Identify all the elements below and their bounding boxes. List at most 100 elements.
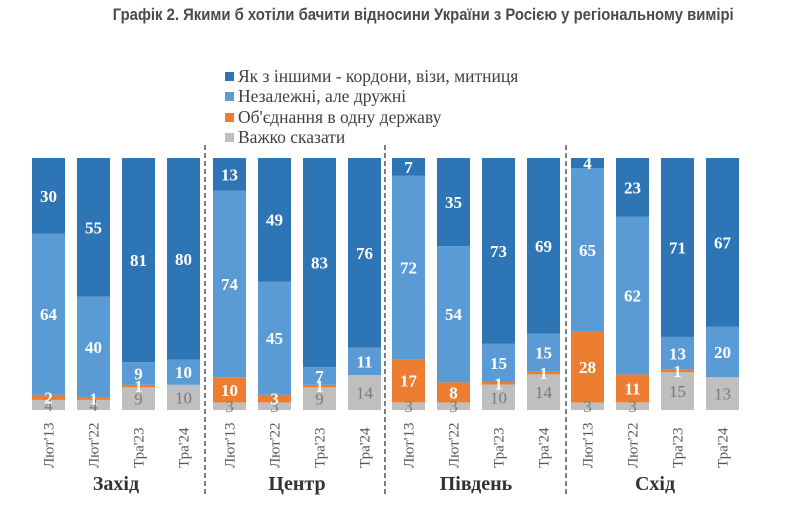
- data-label: 10: [175, 363, 192, 382]
- bar-segment: [616, 374, 649, 403]
- legend-marker-borders: [225, 71, 234, 81]
- data-label: 62: [624, 286, 641, 305]
- bar-segment: [122, 384, 155, 388]
- bar-segment: [213, 190, 246, 378]
- data-label: 69: [535, 237, 552, 256]
- data-label: 72: [400, 258, 417, 277]
- legend-item-unification: Об'єднання в одну державу: [225, 107, 518, 128]
- bar-segment: [661, 372, 694, 410]
- legend: Як з іншими - кордони, візи, митниця Нез…: [225, 66, 518, 148]
- bar-segment: [437, 402, 470, 410]
- legend-marker-friendly: [225, 92, 234, 102]
- data-label: 1: [134, 377, 143, 396]
- data-label: 3: [270, 390, 279, 409]
- bar-segment: [527, 371, 560, 375]
- bar-segment: [258, 394, 291, 403]
- bar-segment: [122, 158, 155, 363]
- data-label: 28: [579, 358, 596, 377]
- bar-segment: [706, 326, 739, 378]
- x-tick-label: Тра'24: [537, 427, 553, 468]
- bar-segment: [32, 158, 65, 234]
- data-label: 10: [175, 388, 192, 407]
- x-tick-label: Лют'13: [223, 423, 239, 468]
- data-label: 55: [85, 218, 102, 237]
- legend-label-borders: Як з іншими - кордони, візи, митниця: [238, 65, 519, 86]
- data-label: 73: [490, 242, 507, 261]
- data-label: 1: [315, 377, 324, 396]
- bar-segment: [482, 384, 515, 410]
- bar-segment: [303, 367, 336, 385]
- bar-segment: [348, 158, 381, 348]
- data-label: 10: [221, 381, 238, 400]
- data-label: 4: [583, 154, 592, 173]
- data-label: 71: [669, 238, 686, 257]
- bar-segment: [706, 158, 739, 327]
- data-label: 20: [714, 343, 731, 362]
- x-tick-label: Лют'22: [268, 423, 284, 468]
- data-label: 10: [490, 388, 507, 407]
- bar-segment: [77, 399, 110, 410]
- bar-segment: [348, 375, 381, 410]
- bar-segment: [77, 296, 110, 398]
- bar-segment: [661, 158, 694, 337]
- data-label: 83: [311, 254, 328, 273]
- bar-segment: [616, 158, 649, 217]
- bar-segment: [482, 158, 515, 344]
- x-tick-label: Тра'24: [716, 427, 732, 468]
- data-label: 13: [221, 165, 238, 184]
- data-label: 7: [404, 158, 413, 177]
- region-label: Захід: [93, 473, 139, 495]
- bar-segment: [303, 384, 336, 388]
- data-label: 11: [624, 379, 640, 398]
- bar-segment: [392, 359, 425, 403]
- data-label: 7: [315, 367, 324, 386]
- x-tick-label: Тра'24: [177, 427, 193, 468]
- bar-segment: [482, 382, 515, 385]
- data-label: 23: [624, 178, 641, 197]
- bar-segment: [616, 216, 649, 375]
- data-label: 64: [40, 305, 58, 324]
- x-tick-label: Лют'13: [581, 423, 597, 468]
- legend-item-borders: Як з іншими - кордони, візи, митниця: [225, 66, 518, 87]
- data-label: 15: [669, 382, 686, 401]
- bar-segment: [167, 158, 200, 360]
- data-label: 1: [539, 364, 548, 383]
- data-label: 9: [134, 364, 143, 383]
- bar-segment: [706, 377, 739, 410]
- bar-segment: [392, 402, 425, 410]
- data-label: 67: [714, 233, 732, 252]
- bar-segment: [348, 347, 381, 376]
- data-label: 3: [628, 397, 637, 416]
- data-label: 8: [449, 383, 458, 402]
- legend-marker-hard-to-say: [225, 133, 234, 143]
- data-label: 13: [714, 385, 731, 404]
- bar-segment: [167, 384, 200, 410]
- bar-segment: [437, 382, 470, 403]
- data-label: 3: [270, 397, 279, 416]
- x-tick-label: Лют'13: [402, 423, 418, 468]
- region-label: Південь: [440, 473, 513, 495]
- bar-segment: [32, 399, 65, 410]
- bar-segment: [213, 158, 246, 191]
- bar-segment: [258, 281, 291, 395]
- bar-segment: [213, 402, 246, 410]
- bar-segment: [527, 333, 560, 372]
- data-label: 13: [669, 344, 686, 363]
- legend-item-friendly: Незалежні, але дружні: [225, 86, 518, 108]
- bar-segment: [77, 397, 110, 400]
- x-tick-label: Тра'24: [358, 427, 374, 468]
- data-label: 74: [221, 275, 239, 294]
- data-label: 3: [449, 397, 458, 416]
- data-label: 76: [356, 244, 373, 263]
- bar-segment: [392, 175, 425, 360]
- bar-segment: [527, 158, 560, 334]
- region-label: Схід: [635, 473, 675, 495]
- bar-segment: [527, 374, 560, 410]
- data-label: 3: [583, 397, 592, 416]
- data-label: 17: [400, 372, 418, 391]
- bar-segment: [258, 158, 291, 282]
- data-label: 3: [225, 397, 234, 416]
- legend-marker-unification: [225, 112, 234, 122]
- data-label: 1: [673, 362, 682, 381]
- x-tick-label: Лют'22: [447, 423, 463, 468]
